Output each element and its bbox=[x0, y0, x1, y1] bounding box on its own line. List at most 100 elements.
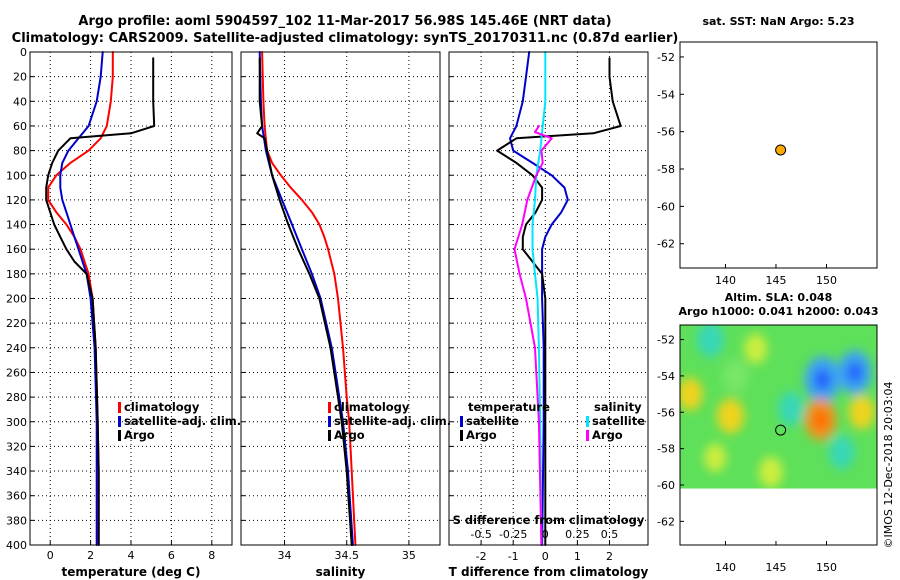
secondary-x-tick-label: 0.25 bbox=[565, 528, 590, 541]
y-tick-label: 320 bbox=[6, 440, 27, 453]
series-line-satellite-adj-clim- bbox=[258, 51, 354, 546]
y-tick-label: 340 bbox=[6, 465, 27, 478]
y-tick-label: -56 bbox=[657, 406, 675, 419]
x-tick-label: 8 bbox=[208, 549, 215, 562]
y-tick-label: 40 bbox=[13, 95, 27, 108]
legend-label: satellite-adj. clim. bbox=[334, 414, 451, 428]
legend-swatch bbox=[118, 430, 121, 441]
secondary-x-tick-label: 0 bbox=[542, 528, 549, 541]
legend-label: Argo bbox=[592, 428, 623, 442]
sla-anomaly-cell bbox=[828, 435, 855, 470]
x-tick-label: 34.5 bbox=[334, 549, 359, 562]
sla-anomaly-cell bbox=[696, 325, 724, 358]
temperature-panel: 0 2 4 6 8 temperature (deg C) 0 20 40 60 80 100 120 1… bbox=[6, 46, 241, 579]
sla-anomaly-core bbox=[813, 409, 828, 430]
secondary-x-tick-label: -0.5 bbox=[470, 528, 491, 541]
series-line-argo bbox=[256, 57, 353, 546]
y-tick-label: -54 bbox=[657, 88, 675, 101]
legend-swatch bbox=[328, 402, 331, 413]
sst-map-frame bbox=[679, 41, 878, 269]
argo-location-marker bbox=[775, 424, 787, 436]
secondary-x-tick-label: 0.5 bbox=[601, 528, 619, 541]
sla-map-subtitle: Argo h1000: 0.041 h2000: 0.043 bbox=[679, 305, 879, 318]
y-tick-label: 160 bbox=[6, 243, 27, 256]
y-tick-label: 280 bbox=[6, 391, 27, 404]
x-tick-label: 4 bbox=[128, 549, 135, 562]
y-tick-label: -58 bbox=[657, 163, 675, 176]
x-tick-label: 2 bbox=[87, 549, 94, 562]
legend-label: Argo bbox=[466, 428, 497, 442]
sla-anomaly-cell bbox=[704, 443, 727, 473]
argo-location-marker bbox=[775, 144, 787, 156]
x-tick-label: 140 bbox=[715, 561, 736, 574]
y-tick-label: 200 bbox=[6, 293, 27, 306]
x-tick-label: 145 bbox=[765, 274, 786, 287]
legend-swatch bbox=[460, 416, 463, 427]
y-tick-label: 0 bbox=[20, 46, 27, 59]
sla-anomaly-core bbox=[814, 368, 831, 391]
series-line-argo bbox=[45, 57, 156, 546]
legend-swatch bbox=[586, 430, 589, 441]
y-tick-label: 260 bbox=[6, 366, 27, 379]
x-tick-label: 0 bbox=[542, 550, 549, 563]
y-tick-label: -52 bbox=[657, 334, 675, 347]
sla-anomaly-cell bbox=[680, 377, 703, 411]
legend-swatch bbox=[328, 430, 331, 441]
y-tick-label: -62 bbox=[657, 515, 675, 528]
y-tick-label: -60 bbox=[657, 200, 675, 213]
y-tick-label: 180 bbox=[6, 268, 27, 281]
x-tick-label: 0 bbox=[47, 549, 54, 562]
y-tick-label: -54 bbox=[657, 370, 675, 383]
legend-heading-salinity: salinity bbox=[594, 400, 642, 414]
x-axis-label: T difference from climatology bbox=[449, 565, 649, 579]
sla-heatmap bbox=[680, 325, 877, 489]
y-tick-label: -52 bbox=[657, 51, 675, 64]
sla-anomaly-cell bbox=[717, 398, 745, 434]
x-tick-label: 34 bbox=[278, 549, 292, 562]
sla-anomaly-cell bbox=[758, 456, 783, 488]
y-tick-label: 380 bbox=[6, 514, 27, 527]
sst-map-title: sat. SST: NaN Argo: 5.23 bbox=[702, 15, 854, 28]
y-tick-label: 360 bbox=[6, 490, 27, 503]
legend-label: satellite-adj. clim. bbox=[124, 414, 241, 428]
legend-swatch bbox=[118, 416, 121, 427]
y-tick-label: 20 bbox=[13, 71, 27, 84]
legend-label: satellite bbox=[592, 414, 645, 428]
x-tick-label: 150 bbox=[816, 274, 837, 287]
legend-swatch bbox=[460, 430, 463, 441]
x-tick-label: -2 bbox=[476, 550, 487, 563]
x-tick-label: 1 bbox=[574, 550, 581, 563]
x-axis-label: temperature (deg C) bbox=[62, 565, 201, 579]
series-line-t-satellite bbox=[509, 51, 569, 546]
legend-label: Argo bbox=[124, 428, 155, 442]
y-tick-label: 240 bbox=[6, 342, 27, 355]
y-tick-label: -60 bbox=[657, 479, 675, 492]
y-tick-label: -56 bbox=[657, 126, 675, 139]
y-tick-label: -58 bbox=[657, 443, 675, 456]
y-tick-label: 400 bbox=[6, 539, 27, 552]
plot-frame bbox=[240, 51, 441, 546]
x-tick-label: 35 bbox=[402, 549, 416, 562]
series-line-climatology bbox=[47, 51, 114, 546]
x-tick-label: 140 bbox=[715, 274, 736, 287]
sst-map-panel: sat. SST: NaN Argo: 5.23 -52 -54 -56 -58 -60 -… bbox=[657, 15, 878, 287]
sla-anomaly-cell bbox=[848, 395, 875, 430]
legend-swatch bbox=[328, 416, 331, 427]
y-tick-label: 140 bbox=[6, 219, 27, 232]
y-tick-label: 300 bbox=[6, 416, 27, 429]
legend-swatch bbox=[118, 402, 121, 413]
sla-anomaly-cell bbox=[744, 333, 768, 364]
y-tick-label: 80 bbox=[13, 145, 27, 158]
series-line-satellite-adj-clim- bbox=[59, 51, 104, 546]
legend-heading-temperature: temperature bbox=[468, 400, 550, 414]
figure-title: Argo profile: aoml 5904597_102 11-Mar-20… bbox=[78, 14, 611, 29]
x-tick-label: -1 bbox=[508, 550, 519, 563]
copyright-watermark: ©IMOS 12-Dec-2018 20:03:04 bbox=[882, 382, 895, 549]
y-tick-label: 60 bbox=[13, 120, 27, 133]
figure-subtitle: Climatology: CARS2009. Satellite-adjuste… bbox=[12, 31, 679, 46]
y-tick-label: -62 bbox=[657, 238, 675, 251]
secondary-x-axis-label: S difference from climatology bbox=[453, 513, 645, 527]
sla-map-frame bbox=[679, 324, 878, 546]
